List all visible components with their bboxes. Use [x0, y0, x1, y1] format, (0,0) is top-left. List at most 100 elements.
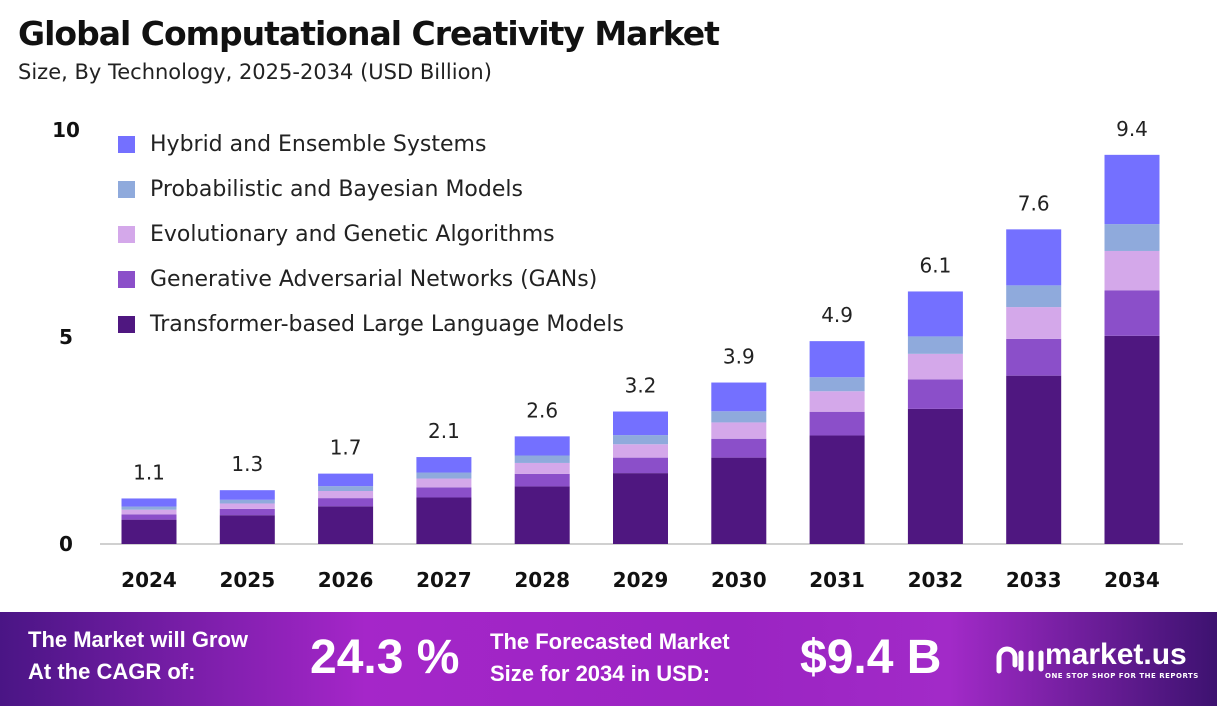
bar-segment — [219, 508, 275, 516]
forecast-label-line2: Size for 2034 in USD: — [490, 661, 711, 686]
bar-segment — [318, 491, 374, 499]
bar-segment — [907, 353, 963, 380]
logo-name: market.us — [1045, 638, 1187, 671]
bar-segment — [318, 486, 374, 492]
legend-item: Generative Adversarial Networks (GANs) — [118, 257, 624, 302]
forecast-value: $9.4 B — [800, 631, 942, 684]
bar-segment — [613, 411, 668, 436]
y-tick-label: 5 — [59, 325, 73, 349]
data-label: 6.1 — [919, 253, 951, 277]
bar-segment — [514, 436, 570, 456]
bar-segment — [416, 487, 472, 498]
bar-segment — [613, 444, 668, 458]
bar-segment — [1006, 338, 1062, 376]
legend-label: Evolutionary and Genetic Algorithms — [150, 222, 555, 247]
bar-segment — [711, 411, 767, 423]
legend: Hybrid and Ensemble Systems Probabilistic… — [118, 122, 624, 347]
bar-segment — [1104, 224, 1160, 251]
bar-segment — [1006, 285, 1062, 308]
legend-label: Hybrid and Ensemble Systems — [150, 132, 487, 157]
data-label: 1.3 — [231, 452, 263, 476]
stacked-bar-chart: 0 5 10 1.1 2024 1.3 2025 1.7 2026 2.1 2027 2.6 2028 3… — [52, 117, 1183, 592]
bar-segment — [1006, 375, 1062, 544]
x-tick-label: 2031 — [809, 568, 865, 592]
bar-segment — [613, 473, 668, 544]
bar-segment — [219, 515, 275, 544]
bar-segment — [514, 462, 570, 474]
x-tick-label: 2024 — [121, 568, 177, 592]
bar-segment — [219, 503, 275, 509]
legend-label: Transformer-based Large Language Models — [150, 312, 624, 337]
chart-subtitle: Size, By Technology, 2025-2034 (USD Bill… — [18, 60, 492, 84]
bar-segment — [416, 457, 472, 473]
legend-swatch — [118, 316, 135, 333]
chart-title: Global Computational Creativity Market — [18, 14, 720, 53]
summary-banner: The Market will Grow At the CAGR of: 24.3… — [0, 612, 1217, 706]
cagr-label-line1: The Market will Grow — [28, 627, 249, 652]
bar-segment — [416, 497, 472, 544]
data-label: 4.9 — [821, 303, 853, 327]
bar-segment — [121, 498, 177, 507]
cagr-label: The Market will Grow At the CAGR of: — [28, 624, 248, 688]
bar-segment — [613, 457, 668, 474]
bar-segment — [711, 457, 767, 544]
forecast-label-line1: The Forecasted Market — [490, 629, 730, 654]
legend-label: Generative Adversarial Networks (GANs) — [150, 267, 598, 292]
bar-segment — [907, 291, 963, 337]
data-label: 2.6 — [526, 398, 558, 422]
legend-label: Probabilistic and Bayesian Models — [150, 177, 523, 202]
bar-segment — [907, 408, 963, 544]
x-tick-label: 2028 — [514, 568, 570, 592]
x-tick-label: 2027 — [416, 568, 472, 592]
y-tick-label: 0 — [59, 532, 73, 556]
data-label: 3.9 — [723, 345, 755, 369]
bar-segment — [907, 336, 963, 354]
bar-segment — [514, 486, 570, 544]
bar-segment — [318, 473, 374, 487]
forecast-label: The Forecasted Market Size for 2034 in US… — [490, 626, 730, 690]
market-us-logo: market.us ONE STOP SHOP FOR THE REPORTS — [995, 638, 1199, 680]
bar-segment — [711, 422, 767, 439]
logo-tagline: ONE STOP SHOP FOR THE REPORTS — [1045, 672, 1199, 680]
bar-segment — [809, 341, 865, 378]
bar-segment — [121, 509, 177, 515]
x-tick-label: 2026 — [318, 568, 374, 592]
bar-segment — [613, 435, 668, 445]
data-label: 2.1 — [428, 419, 460, 443]
logo-icon — [996, 646, 1044, 674]
bar-segment — [318, 506, 374, 544]
data-label: 1.7 — [330, 436, 362, 460]
x-tick-label: 2030 — [711, 568, 767, 592]
bar-segment — [809, 435, 865, 544]
bar-segment — [1006, 307, 1062, 339]
legend-item: Hybrid and Ensemble Systems — [118, 122, 624, 167]
bar-segment — [1104, 250, 1160, 291]
bar-segment — [121, 514, 177, 520]
bar-segment — [1104, 335, 1160, 544]
bar-segment — [809, 377, 865, 392]
x-tick-label: 2032 — [908, 568, 964, 592]
bar-segment — [711, 382, 767, 412]
x-tick-label: 2029 — [613, 568, 669, 592]
legend-swatch — [118, 226, 135, 243]
bar-segment — [514, 473, 570, 487]
cagr-value: 24.3 % — [310, 631, 460, 684]
bar-segment — [121, 519, 177, 544]
bar-segment — [907, 379, 963, 409]
legend-item: Transformer-based Large Language Models — [118, 302, 624, 347]
bar-segment — [809, 391, 865, 412]
x-tick-label: 2034 — [1104, 568, 1160, 592]
bar-segment — [416, 478, 472, 488]
bar-segment — [809, 411, 865, 436]
data-label: 9.4 — [1116, 117, 1148, 141]
x-tick-label: 2025 — [219, 568, 275, 592]
cagr-label-line2: At the CAGR of: — [28, 659, 196, 684]
bar-segment — [121, 506, 177, 510]
legend-swatch — [118, 136, 135, 153]
bar-segment — [1006, 229, 1062, 286]
bar-segment — [416, 472, 472, 479]
data-label: 7.6 — [1018, 191, 1050, 215]
data-label: 1.1 — [133, 460, 165, 484]
bar-segment — [1104, 154, 1160, 225]
data-label: 3.2 — [625, 374, 657, 398]
